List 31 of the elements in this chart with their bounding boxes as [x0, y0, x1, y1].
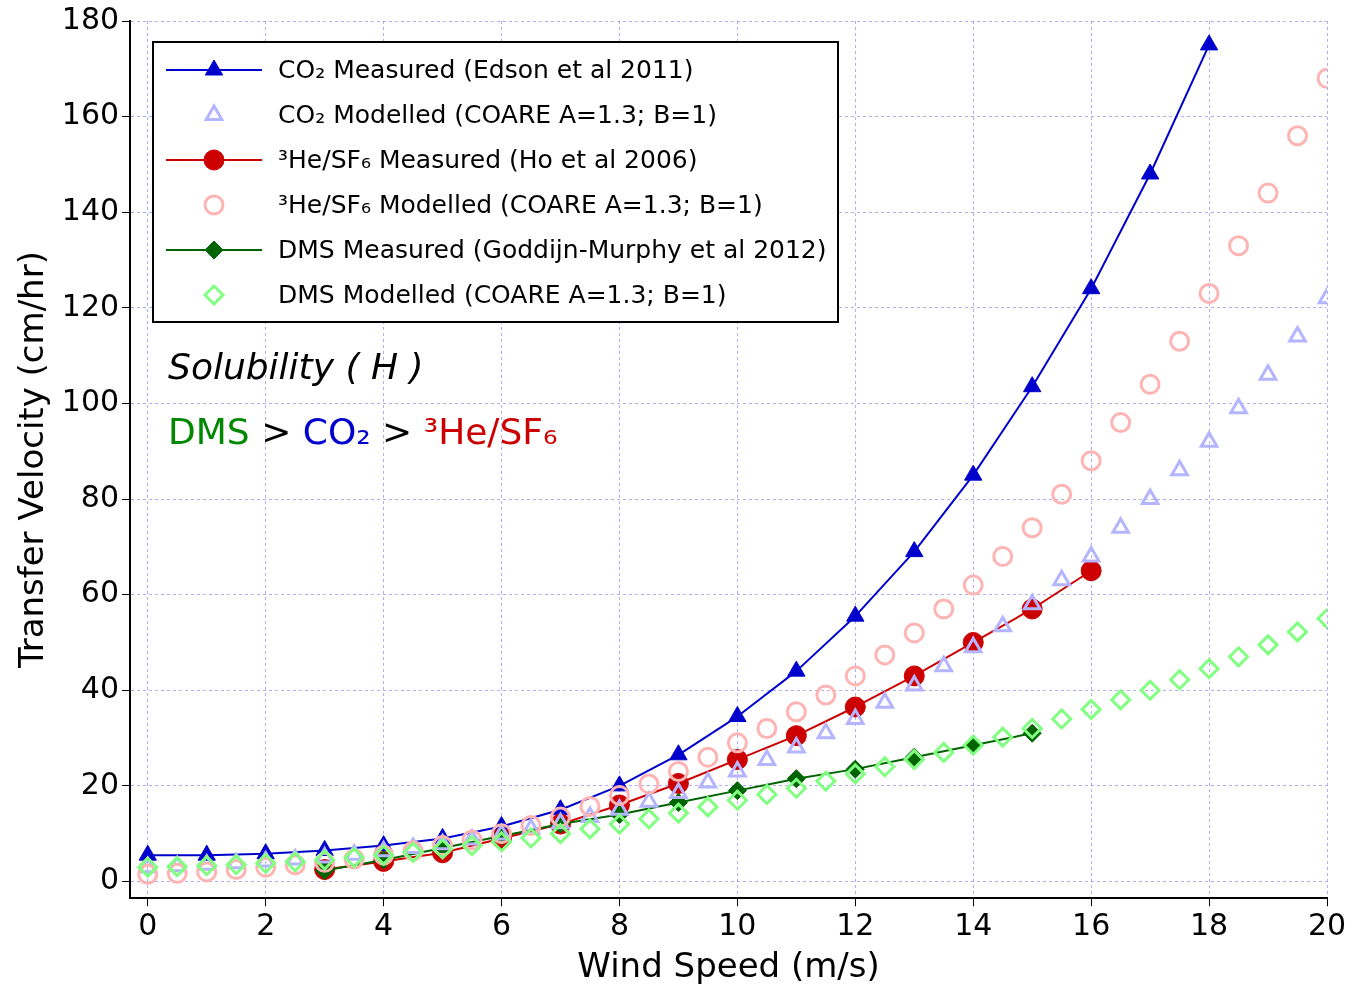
legend-label: DMS Measured (Goddijn-Murphy et al 2012) [278, 235, 827, 264]
x-tick-label: 16 [1072, 907, 1111, 942]
y-tick-label: 40 [80, 670, 120, 706]
y-tick-label: 100 [61, 383, 120, 419]
x-tick-label: 12 [836, 907, 875, 942]
x-tick-label: 8 [609, 907, 629, 942]
legend-label: CO₂ Measured (Edson et al 2011) [278, 55, 694, 84]
x-axis-title: Wind Speed (m/s) [577, 945, 880, 986]
x-tick-label: 10 [718, 907, 757, 942]
x-tick-label: 18 [1189, 907, 1229, 942]
annotation: DMS > CO₂ > ³He/SF₆ [168, 411, 558, 452]
y-tick-label: 120 [61, 287, 120, 323]
y-tick-label: 20 [80, 765, 120, 801]
y-tick-label: 140 [61, 192, 120, 228]
y-axis-title: Transfer Velocity (cm/hr) [11, 251, 52, 670]
x-tick-label: 14 [954, 907, 993, 942]
x-tick-label: 0 [138, 907, 158, 942]
legend-label: ³He/SF₆ Measured (Ho et al 2006) [278, 145, 698, 174]
x-tick-label: 20 [1307, 907, 1347, 942]
y-tick-label: 160 [61, 96, 120, 132]
legend-label: DMS Modelled (COARE A=1.3; B=1) [278, 280, 727, 309]
y-tick-label: 0 [99, 861, 120, 897]
x-tick-label: 2 [256, 907, 276, 942]
x-tick-label: 6 [491, 907, 512, 942]
legend-label: CO₂ Modelled (COARE A=1.3; B=1) [278, 100, 717, 129]
y-tick-label: 60 [80, 574, 120, 610]
y-tick-label: 180 [61, 0, 120, 36]
x-tick-label: 4 [374, 907, 394, 942]
y-tick-label: 80 [80, 478, 120, 514]
legend-label: ³He/SF₆ Modelled (COARE A=1.3; B=1) [278, 190, 763, 219]
annotation: Solubility ( H ) [168, 346, 424, 387]
